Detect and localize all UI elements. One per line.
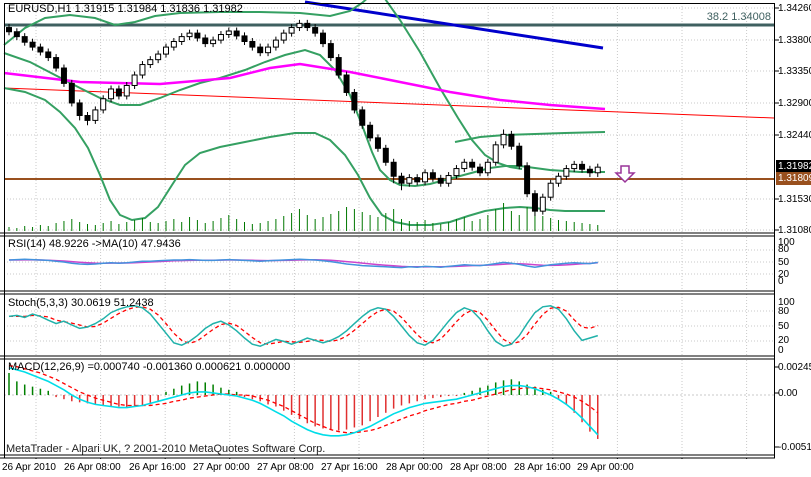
macd-tick-label: 0.00 — [778, 388, 798, 399]
copyright-watermark: MetaTrader - Alpari UK, ? 2001-2010 Meta… — [6, 443, 326, 455]
macd-tick-label: 0.00245 — [778, 362, 811, 373]
stoch-tick-label: 0 — [778, 345, 784, 356]
bid-price-badge: 1.31809 — [776, 172, 811, 185]
time-tick-label: 28 Apr 16:00 — [514, 462, 571, 473]
time-tick-label: 29 Apr 00:00 — [577, 462, 634, 473]
rsi-indicator-label: RSI(14) 48.9226 ->MA(10) 47.9436 — [8, 238, 181, 250]
price-tick-label: 1.31530 — [778, 194, 811, 205]
chart-title: EURUSD,H1 1.31915 1.31984 1.31836 1.3198… — [8, 3, 243, 15]
price-tick-label: 1.32440 — [778, 130, 811, 141]
price-tick-label: 1.33800 — [778, 35, 811, 46]
time-tick-label: 28 Apr 08:00 — [450, 462, 507, 473]
candles-layer — [6, 19, 601, 217]
rsi-tick-label: 0 — [778, 276, 784, 287]
price-tick-label: 1.34260 — [778, 3, 811, 14]
rsi-layer — [8, 258, 598, 269]
stoch-tick-label: 100 — [778, 297, 795, 308]
macd-indicator-label: MACD(12,26,9) =0.000740 -0.001360 0.0006… — [8, 361, 291, 373]
price-tick-label: 1.33350 — [778, 66, 811, 77]
fibo-level-label: 38.2 1.34008 — [706, 11, 771, 23]
time-tick-label: 27 Apr 08:00 — [257, 462, 314, 473]
time-tick-label: 26 Apr 08:00 — [64, 462, 121, 473]
sell-arrow-icon — [614, 165, 636, 184]
rsi-tick-label: 20 — [778, 269, 790, 280]
stoch-tick-label: 20 — [778, 335, 790, 346]
time-tick-label: 26 Apr 2010 — [2, 462, 56, 473]
rsi-tick-label: 100 — [778, 237, 795, 248]
macd-layer — [8, 365, 599, 439]
price-tick-label: 1.31080 — [778, 225, 811, 236]
overlay-layer — [3, 0, 775, 226]
stoch-indicator-label: Stoch(5,3,3) 30.0619 51.2438 — [8, 297, 154, 309]
time-tick-label: 28 Apr 00:00 — [386, 462, 443, 473]
price-tick-label: 1.32900 — [778, 98, 811, 109]
grid-layer — [4, 3, 774, 459]
time-tick-label: 27 Apr 00:00 — [193, 462, 250, 473]
ask-price-badge: 1.31982 — [776, 160, 811, 173]
time-tick-label: 26 Apr 16:00 — [129, 462, 186, 473]
rsi-tick-label: 80 — [778, 244, 790, 255]
macd-tick-label: -0.00519 — [778, 442, 811, 453]
stoch-layer — [8, 305, 599, 348]
stoch-tick-label: 50 — [778, 321, 790, 332]
frame-layer — [0, 3, 779, 459]
time-tick-label: 27 Apr 16:00 — [321, 462, 378, 473]
stoch-tick-label: 80 — [778, 306, 790, 317]
rsi-tick-label: 50 — [778, 257, 790, 268]
